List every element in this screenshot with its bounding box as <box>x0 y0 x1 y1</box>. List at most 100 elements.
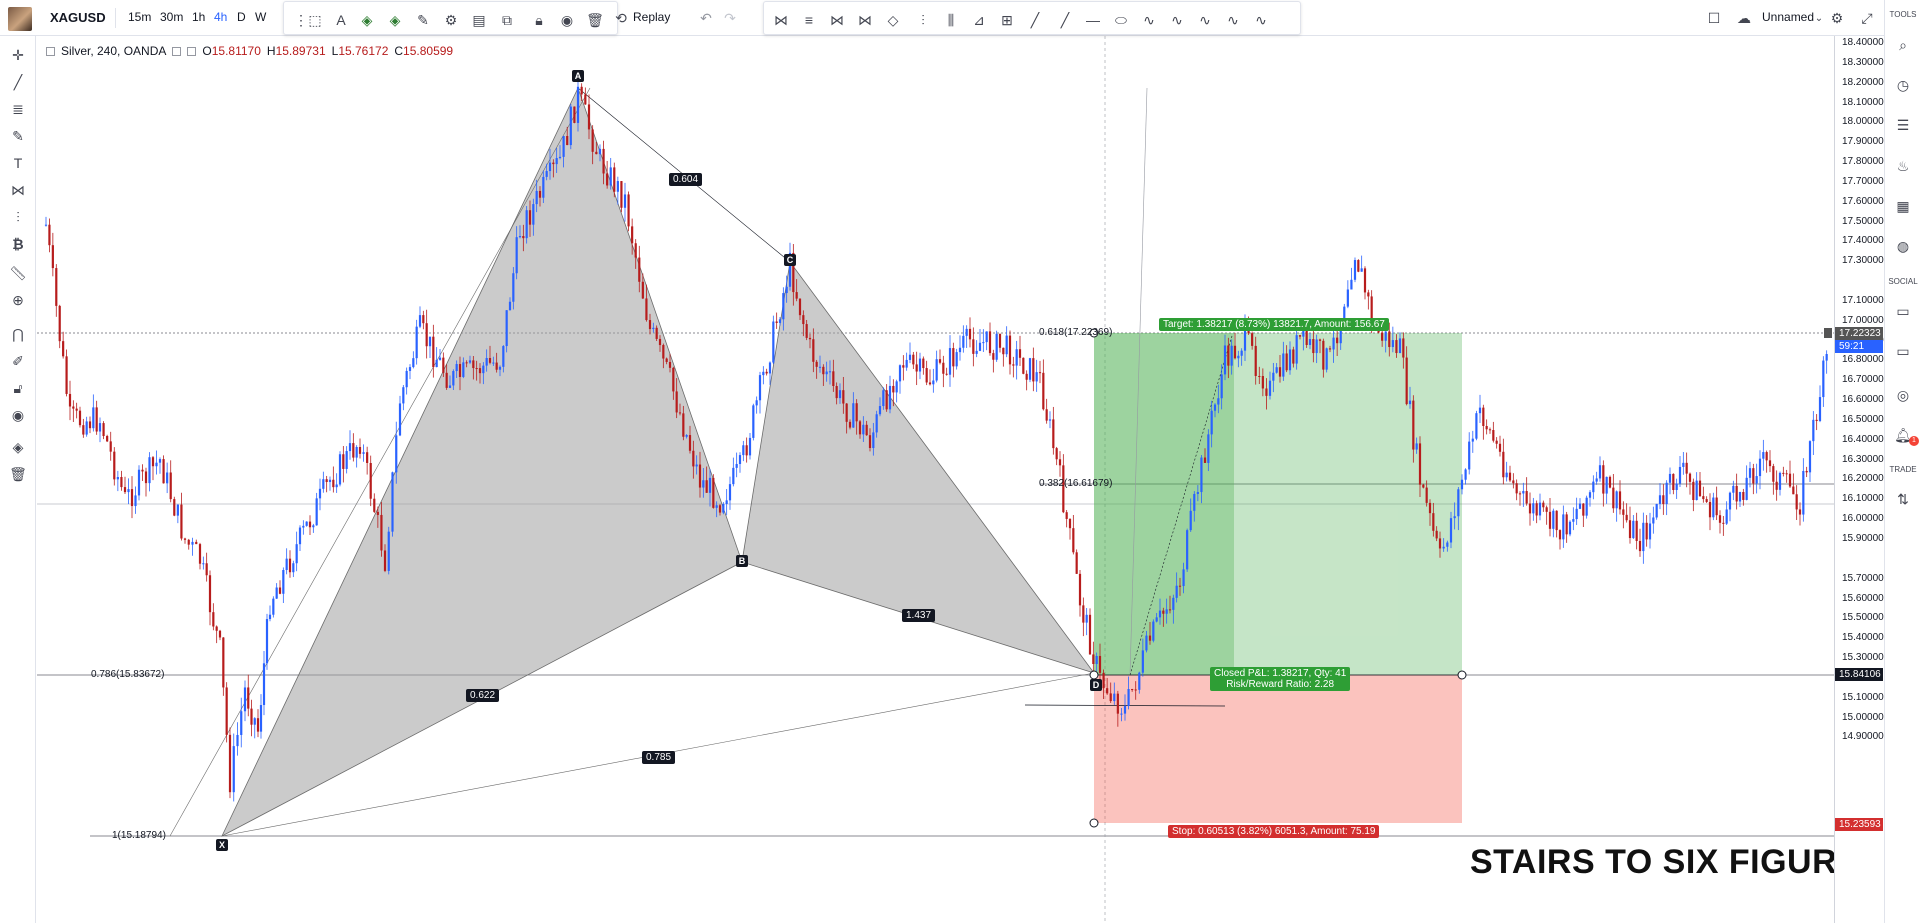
stop-info-tag[interactable]: Stop: 0.60513 (3.82%) 6051.3, Amount: 75… <box>1168 825 1380 838</box>
watchlist-search-icon[interactable]: ⌕ <box>1899 36 1907 53</box>
trading-panel-icon[interactable]: ⇅ <box>1897 490 1909 507</box>
timeframe-d[interactable]: D <box>237 10 246 24</box>
legend-hide-icon[interactable] <box>172 46 182 56</box>
background-color-icon[interactable]: ◈ <box>389 11 401 28</box>
xabcd-pattern-icon[interactable]: ⋈ <box>774 11 788 28</box>
pattern-point-b[interactable]: B <box>736 555 748 567</box>
closed-pnl-tag[interactable]: Closed P&L: 1.38217, Qty: 41 Risk/Reward… <box>1210 667 1351 691</box>
object-tree-layers-icon[interactable]: ◈ <box>12 438 24 455</box>
ellipse-icon[interactable]: ⬭ <box>1115 11 1127 28</box>
price-axis[interactable] <box>1834 36 1884 923</box>
undo-icon[interactable]: ↶ <box>700 9 712 26</box>
target-zone-closed <box>1094 333 1234 675</box>
symbol-search[interactable]: XAGUSD <box>50 10 106 25</box>
target-info-tag[interactable]: Target: 1.38217 (8.73%) 13821.7, Amount:… <box>1159 318 1389 331</box>
lock-icon[interactable]: 🔒︎ <box>535 11 543 28</box>
template-icon[interactable]: ⬚ <box>308 11 322 28</box>
horizontal-line-icon[interactable]: — <box>1086 12 1100 28</box>
notifications-bell-icon[interactable]: 🔔︎ <box>1894 426 1912 443</box>
legend-title[interactable]: Silver, 240, OANDA <box>61 44 167 58</box>
pattern-point-d[interactable]: D <box>1090 679 1102 691</box>
remove-drawings-trash-icon[interactable]: 🗑︎ <box>9 465 27 482</box>
position-path-line <box>1129 335 1233 676</box>
pattern-tool-icon[interactable]: ⋈ <box>11 181 25 198</box>
alerts-clock-icon[interactable]: ◷ <box>1896 76 1910 93</box>
fib-extension-icon[interactable]: ⊿ <box>973 11 985 28</box>
timeframe-4h[interactable]: 4h <box>214 10 228 24</box>
triangle-pattern-icon[interactable]: ◇ <box>887 11 899 28</box>
candle-body <box>348 443 352 452</box>
pitchfork-icon[interactable]: ⫼ <box>947 11 955 28</box>
trend-line-icon[interactable]: ╱ <box>1030 11 1040 28</box>
layout-name[interactable]: Unnamed <box>1762 10 1815 24</box>
crosshair-icon[interactable]: ✛ <box>12 46 24 63</box>
gann-fan-icon[interactable]: ≡ <box>804 12 814 28</box>
cloud-icon[interactable]: ☁ <box>1737 9 1751 26</box>
abcd-pattern-icon[interactable]: ⋈ <box>858 11 872 28</box>
brush-icon[interactable]: ✎ <box>12 127 24 144</box>
trend-line-icon[interactable]: ╱ <box>13 73 23 90</box>
bitcoin-icon[interactable]: ₿ <box>12 236 24 252</box>
chart-pane[interactable]: Silver, 240, OANDA O15.81170 H15.89731 L… <box>37 36 1834 923</box>
candle-body <box>187 539 190 545</box>
redo-icon[interactable]: ↷ <box>724 9 736 26</box>
drag-handle-icon[interactable]: ⋮ <box>294 11 308 28</box>
text-color-icon[interactable]: A <box>336 12 346 28</box>
calendar-icon[interactable]: ▦ <box>1896 197 1910 214</box>
fullscreen-icon[interactable]: ⤢ <box>1861 9 1873 26</box>
candle-body <box>315 498 318 526</box>
candle-body <box>62 341 65 357</box>
delete-trash-icon[interactable]: 🗑︎ <box>586 11 604 28</box>
data-window-icon[interactable]: ☰ <box>1896 116 1910 133</box>
replay-icon[interactable]: ⟲ <box>615 9 627 26</box>
timeframe-30m[interactable]: 30m <box>160 10 184 24</box>
wave-abcde-icon[interactable]: ∿ <box>1171 11 1183 28</box>
fib-retracement-icon[interactable]: ≣ <box>12 100 24 117</box>
chart-settings-icon[interactable]: ⚙ <box>1830 9 1844 26</box>
timeframe-1h[interactable]: 1h <box>192 10 206 24</box>
pattern-point-c[interactable]: C <box>784 254 796 266</box>
chat-icon[interactable]: ▭ <box>1896 302 1910 319</box>
chevron-down-icon[interactable]: ⌄ <box>1814 12 1824 24</box>
streams-broadcast-icon[interactable]: ◎ <box>1896 386 1910 403</box>
elliott-wave-icon[interactable]: ⫶ <box>921 11 925 28</box>
cypher-pattern-icon[interactable]: ⋈ <box>830 11 844 28</box>
text-tool-icon[interactable]: T <box>13 155 23 171</box>
ray-icon[interactable]: ╱ <box>1060 11 1070 28</box>
clone-icon[interactable]: ⧉ <box>502 11 512 28</box>
candle-body <box>848 421 852 428</box>
ruler-icon[interactable]: 📏︎ <box>9 264 27 281</box>
fib-label-0786: 0.786(15.83672) <box>91 669 165 680</box>
lock-drawings-icon[interactable]: 🔓︎ <box>13 379 23 396</box>
hotlists-fire-icon[interactable]: ♨ <box>1896 157 1910 174</box>
wave-wxy-icon[interactable]: ∿ <box>1255 11 1267 28</box>
user-avatar[interactable] <box>8 7 32 31</box>
pattern-point-x[interactable]: X <box>216 839 228 851</box>
timeframe-15m[interactable]: 15m <box>128 10 152 24</box>
price-chart[interactable] <box>37 36 1834 923</box>
pattern-point-a[interactable]: A <box>572 70 584 82</box>
candle-body <box>712 477 715 508</box>
wave-wxyz-icon[interactable]: ∿ <box>1199 11 1211 28</box>
magnet-icon[interactable]: ⋂ <box>12 325 24 342</box>
collapse-legend-icon[interactable] <box>46 46 55 56</box>
hide-drawings-eye-icon[interactable]: ◉ <box>11 406 25 423</box>
replay-button[interactable]: Replay <box>633 10 671 24</box>
fib-grid-icon[interactable]: ⊞ <box>1001 11 1013 28</box>
settings-gear-icon[interactable]: ⚙ <box>444 11 458 28</box>
visibility-eye-icon[interactable]: ◉ <box>560 11 574 28</box>
legend-settings-icon[interactable] <box>187 46 197 56</box>
line-color-icon[interactable]: ✎ <box>417 11 429 28</box>
prediction-tool-icon[interactable]: ⫶ <box>16 208 20 225</box>
candle-body <box>1748 468 1752 478</box>
layers-icon[interactable]: ▤ <box>472 11 486 28</box>
ideas-lightbulb-icon[interactable]: ◍ <box>1896 237 1910 254</box>
zoom-in-icon[interactable]: ⊕ <box>12 291 24 308</box>
stay-in-drawing-mode-icon[interactable]: ✐ <box>12 352 24 369</box>
wave-12345-icon[interactable]: ∿ <box>1143 11 1155 28</box>
fill-color-icon[interactable]: ◈ <box>361 11 373 28</box>
wave-abc-icon[interactable]: ∿ <box>1227 11 1239 28</box>
messages-icon[interactable]: ▭ <box>1896 342 1910 359</box>
layout-checkbox-icon[interactable]: ☐ <box>1707 9 1721 26</box>
timeframe-w[interactable]: W <box>255 10 267 24</box>
